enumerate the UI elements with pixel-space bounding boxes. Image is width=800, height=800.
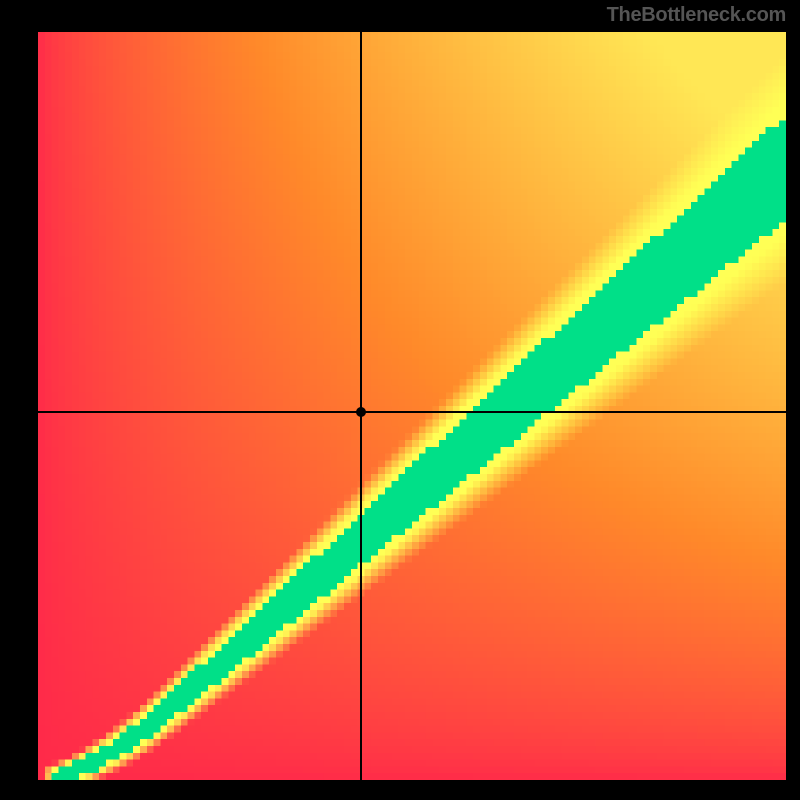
watermark-text: TheBottleneck.com — [607, 4, 786, 27]
crosshair-horizontal — [38, 411, 786, 413]
crosshair-marker — [356, 407, 366, 417]
heatmap-canvas — [38, 32, 786, 780]
heatmap-plot — [38, 32, 786, 780]
